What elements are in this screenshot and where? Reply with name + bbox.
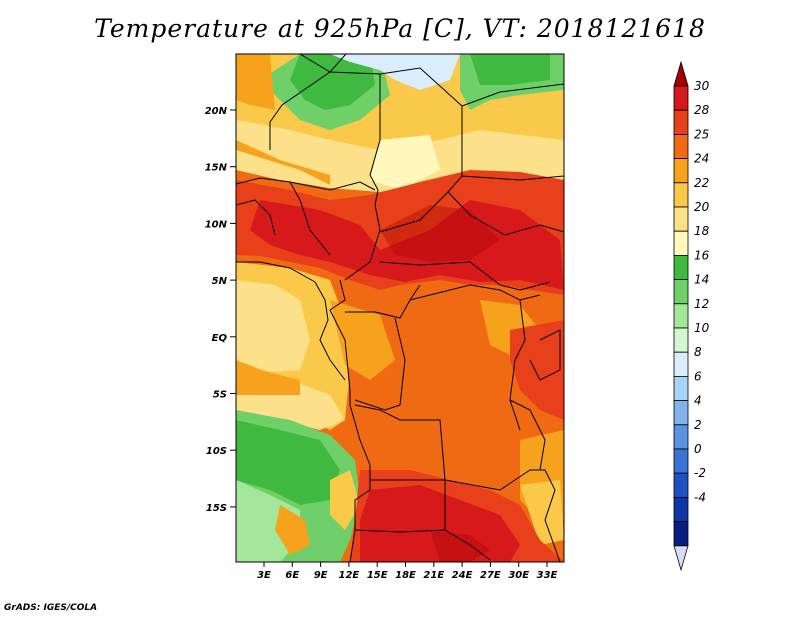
colorbar-segment xyxy=(673,109,689,135)
lat-tick-label: 15N xyxy=(205,163,228,174)
colorbar-label: 14 xyxy=(694,273,709,287)
lat-tick-label: EQ xyxy=(212,333,228,344)
colorbar-segment xyxy=(673,375,689,401)
colorbar-segment xyxy=(673,133,689,159)
colorbar-label: 22 xyxy=(694,176,709,190)
lat-tick-label: 10S xyxy=(206,446,227,457)
colorbar-label: 10 xyxy=(694,321,710,335)
colorbar-label: 30 xyxy=(694,79,710,93)
lon-tick-label: 6E xyxy=(285,570,299,581)
colorbar-label: 2 xyxy=(694,418,702,432)
colorbar-segment xyxy=(673,351,689,377)
colorbar-segment xyxy=(673,85,689,111)
colorbar-label: 0 xyxy=(694,442,702,456)
colorbar-label: 20 xyxy=(694,200,710,214)
lon-tick-label: 24E xyxy=(452,570,473,581)
colorbar-segment xyxy=(673,254,689,280)
map-frame xyxy=(235,53,565,563)
colorbar-segment xyxy=(673,230,689,256)
colorbar-segment xyxy=(673,303,689,329)
colorbar-segment xyxy=(673,279,689,305)
longitude-axis: 3E 6E 9E 12E 15E 18E 21E 24E 27E 30E 33E xyxy=(257,562,558,581)
colorbar-bottom-arrow xyxy=(673,545,689,572)
lat-tick-label: 20N xyxy=(205,106,228,117)
lon-tick-label: 30E xyxy=(508,570,529,581)
colorbar-label: 4 xyxy=(694,394,702,408)
latitude-axis: 20N 15N 10N 5N EQ 5S 10S 15S xyxy=(205,106,236,514)
colorbar-label: -4 xyxy=(694,490,706,504)
grads-credit: GrADS: IGES/COLA xyxy=(4,603,98,613)
colorbar-label: 24 xyxy=(694,152,709,166)
lat-tick-label: 5S xyxy=(213,390,227,401)
lon-tick-label: 15E xyxy=(367,570,388,581)
colorbar-segment xyxy=(673,521,689,547)
lon-tick-label: 12E xyxy=(339,570,360,581)
colorbar-top-arrow xyxy=(673,60,689,87)
colorbar-segment xyxy=(673,448,689,474)
colorbar-segment xyxy=(673,182,689,208)
colorbar-segment xyxy=(673,206,689,232)
colorbar-label: 28 xyxy=(694,103,710,117)
colorbar-label: 12 xyxy=(694,297,709,311)
map-title: Temperature at 925hPa [C], VT: 201812161… xyxy=(94,14,706,43)
colorbar-segment xyxy=(673,472,689,498)
colorbar-segment xyxy=(673,400,689,426)
lat-tick-label: 15S xyxy=(206,503,227,514)
colorbar-label: 16 xyxy=(694,248,710,262)
colorbar-segment xyxy=(673,496,689,522)
colorbar-label: 8 xyxy=(694,345,702,359)
colorbar-label: 18 xyxy=(694,224,710,238)
lon-tick-label: 21E xyxy=(423,570,444,581)
lat-tick-label: 5N xyxy=(212,276,228,287)
lon-tick-label: 9E xyxy=(314,570,328,581)
lon-tick-label: 33E xyxy=(537,570,558,581)
lon-tick-label: 3E xyxy=(257,570,271,581)
country-borders xyxy=(236,54,564,562)
lat-tick-label: 10N xyxy=(205,219,228,230)
lon-tick-label: 27E xyxy=(480,570,501,581)
colorbar-label: -2 xyxy=(694,466,706,480)
lon-tick-label: 18E xyxy=(395,570,416,581)
colorbar-label: 25 xyxy=(694,127,709,141)
colorbar-segment xyxy=(673,158,689,184)
colorbar-segment xyxy=(673,424,689,450)
colorbar-label: 6 xyxy=(694,369,702,383)
colorbar-segment xyxy=(673,327,689,353)
temperature-field xyxy=(236,54,564,562)
